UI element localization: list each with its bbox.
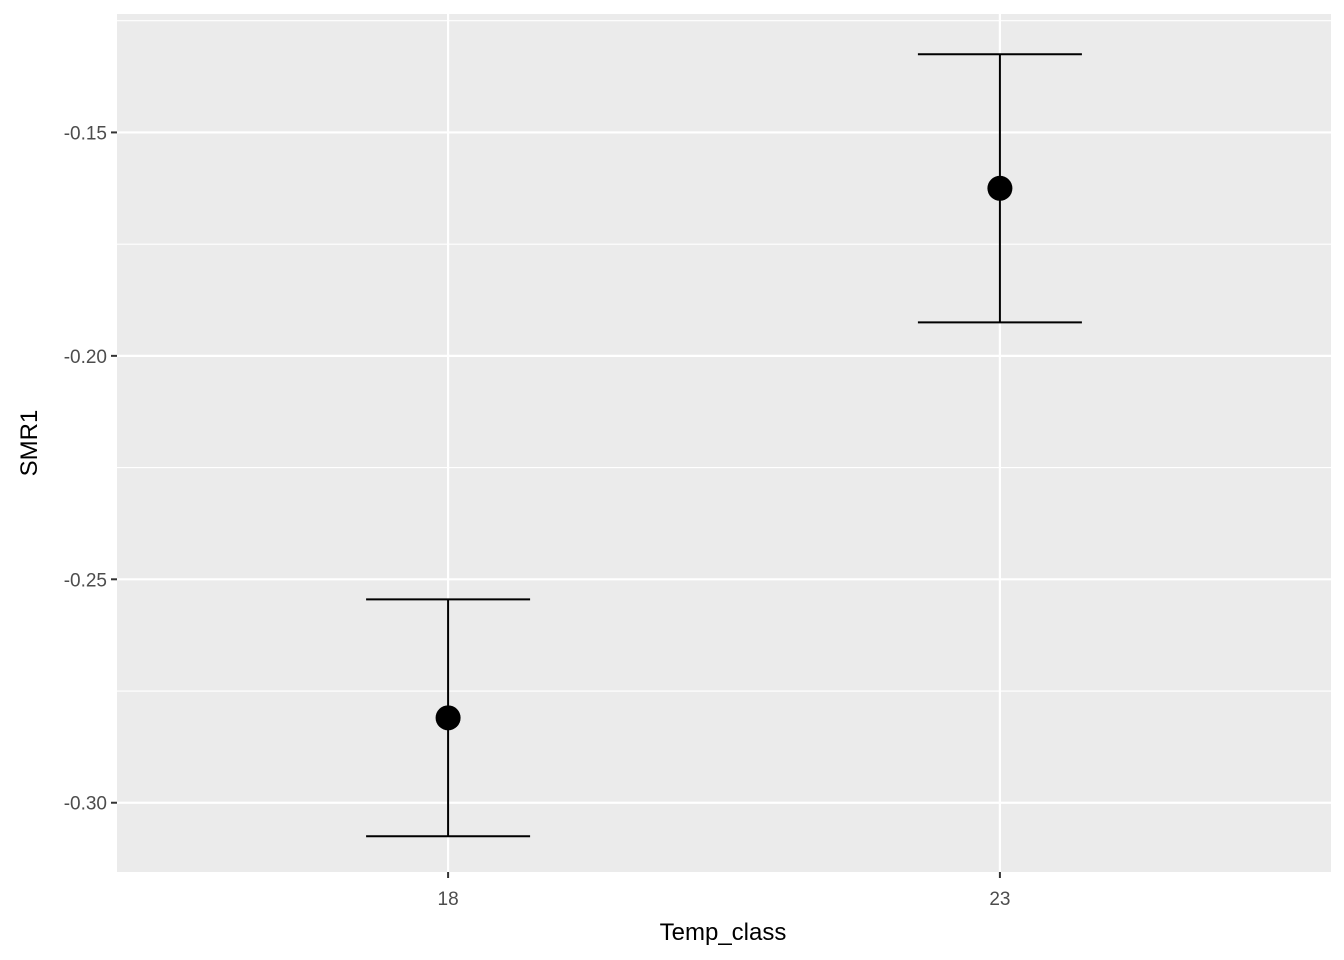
y-tick-label: -0.25 xyxy=(64,570,107,591)
y-tick-label: -0.15 xyxy=(64,123,107,144)
y-axis-ticks: -0.30 -0.25 -0.20 -0.15 xyxy=(64,123,117,815)
y-tick-label: -0.30 xyxy=(64,794,107,815)
y-tick-label: -0.20 xyxy=(64,347,107,368)
x-axis-title: Temp_class xyxy=(660,919,787,946)
y-axis-title: SMR1 xyxy=(16,410,43,477)
panel-background xyxy=(117,14,1331,872)
minor-gridlines xyxy=(117,20,1331,692)
x-tick-label: 23 xyxy=(989,889,1010,910)
data-point xyxy=(435,705,461,731)
data-marks xyxy=(366,53,1082,838)
x-tick-label: 18 xyxy=(438,889,459,910)
x-axis-ticks: 18 23 xyxy=(438,872,1010,910)
data-point xyxy=(987,175,1013,201)
